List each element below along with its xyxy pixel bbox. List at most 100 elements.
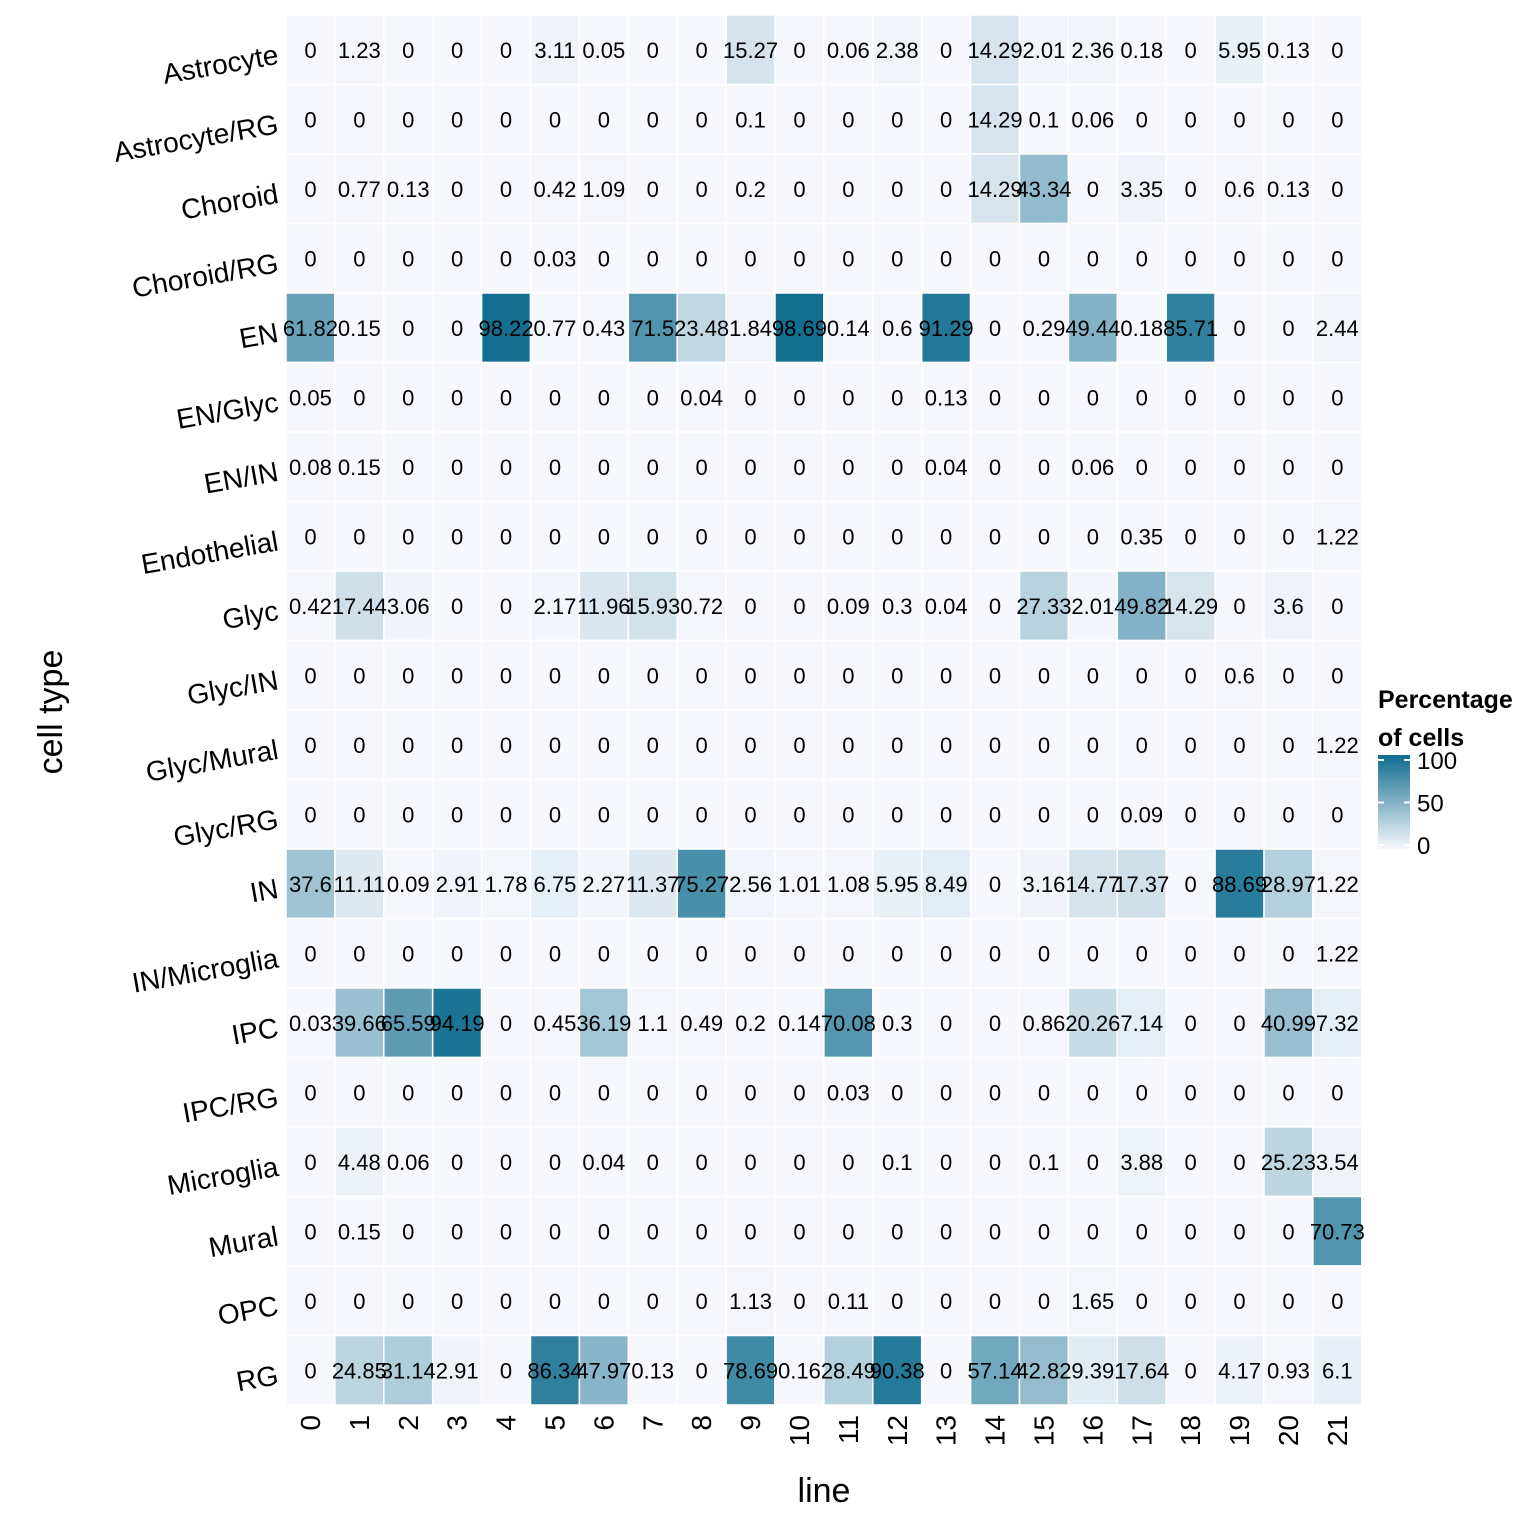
- heatmap-cell: [774, 361, 825, 433]
- cell-value-label: 0: [353, 802, 365, 827]
- cell-value-label: 0: [1185, 38, 1197, 63]
- heatmap-cell: [1312, 361, 1363, 433]
- cell-value-label: 0: [989, 1080, 1001, 1105]
- heatmap-cell: [285, 222, 336, 294]
- cell-value-label: 0: [1331, 38, 1343, 63]
- cell-value-label: 0: [1185, 733, 1197, 758]
- cell-value-label: 0: [793, 941, 805, 966]
- cell-value-label: 0: [842, 385, 854, 410]
- cell-value-label: 8.49: [925, 872, 968, 897]
- cell-value-label: 36.19: [576, 1011, 631, 1036]
- heatmap-cell: [1214, 1265, 1265, 1337]
- cell-value-label: 0: [793, 594, 805, 619]
- cell-value-label: 0: [1233, 1011, 1245, 1036]
- cell-value-label: 0.1: [1029, 107, 1060, 132]
- heatmap-cell: [383, 500, 434, 572]
- cell-value-label: 0: [647, 246, 659, 271]
- cell-value-label: 0: [842, 802, 854, 827]
- heatmap-cell: [676, 153, 727, 225]
- heatmap-cell: [431, 639, 483, 711]
- cell-value-label: 0: [402, 38, 414, 63]
- cell-value-label: 0: [744, 1150, 756, 1175]
- cell-value-label: 86.34: [527, 1358, 582, 1383]
- cell-value-label: 0.11: [828, 1289, 869, 1314]
- cell-value-label: 0: [598, 246, 610, 271]
- heatmap-cell: [725, 292, 776, 364]
- heatmap-cell: [431, 778, 483, 850]
- heatmap-cell: [627, 14, 678, 86]
- heatmap-cell: [480, 361, 532, 433]
- x-tick-label: 15: [1028, 1415, 1059, 1446]
- heatmap-cell: [676, 292, 727, 364]
- cell-value-label: 0: [500, 1219, 512, 1244]
- cell-value-label: 25.23: [1261, 1150, 1316, 1175]
- heatmap-cell: [334, 917, 385, 989]
- heatmap-cell: [1165, 500, 1216, 572]
- cell-value-label: 0.45: [534, 1011, 577, 1036]
- heatmap-cell: [1214, 292, 1265, 364]
- heatmap-cell: [627, 778, 678, 850]
- cell-value-label: 0.18: [1120, 38, 1163, 63]
- heatmap-cell: [383, 292, 434, 364]
- heatmap-cell: [1214, 987, 1265, 1059]
- legend-tick-label: 50: [1417, 791, 1444, 818]
- cell-value-label: 0: [451, 107, 463, 132]
- x-tick-label: 6: [588, 1415, 619, 1431]
- cell-value-label: 0: [647, 802, 659, 827]
- cell-value-label: 0: [451, 663, 463, 688]
- heatmap-cell: [1165, 917, 1216, 989]
- x-tick-label: 10: [784, 1415, 815, 1446]
- cell-value-label: 15.27: [723, 38, 778, 63]
- cell-value-label: 0: [353, 524, 365, 549]
- y-tick-label: Glyc/IN: [185, 664, 281, 710]
- heatmap-cell: [1214, 570, 1265, 642]
- cell-value-label: 0: [793, 1219, 805, 1244]
- heatmap-cell: [529, 1056, 581, 1128]
- heatmap-cell: [1214, 1334, 1265, 1406]
- cell-value-label: 0.86: [1023, 1011, 1066, 1036]
- heatmap-cell: [431, 1126, 483, 1198]
- cell-value-label: 0.03: [827, 1080, 870, 1105]
- heatmap-cell: [1214, 153, 1265, 225]
- heatmap-cell: [1214, 639, 1265, 711]
- cell-value-label: 0: [1282, 941, 1294, 966]
- cell-value-label: 0: [647, 385, 659, 410]
- cell-value-label: 0: [940, 941, 952, 966]
- cell-value-label: 0: [793, 177, 805, 202]
- cell-value-label: 0: [842, 455, 854, 480]
- cell-value-label: 0: [353, 246, 365, 271]
- cell-value-label: 0: [696, 107, 708, 132]
- cell-value-label: 0.15: [338, 316, 381, 341]
- heatmap-cell: [920, 917, 972, 989]
- heatmap-cell: [823, 570, 874, 642]
- heatmap-cell: [1312, 1265, 1363, 1337]
- y-tick-label: IPC: [229, 1012, 280, 1051]
- y-tick-label: Astrocyte: [160, 39, 280, 90]
- cell-value-label: 0.1: [735, 107, 766, 132]
- cell-value-label: 17.64: [1114, 1358, 1169, 1383]
- heatmap-cell: [725, 14, 776, 86]
- heatmap-cell: [774, 222, 825, 294]
- cell-value-label: 2.27: [582, 872, 625, 897]
- cell-value-label: 0.3: [882, 594, 913, 619]
- cell-value-label: 0: [1282, 385, 1294, 410]
- x-tick-label: 17: [1126, 1415, 1157, 1446]
- heatmap-cell: [774, 1334, 825, 1406]
- heatmap-cell: [431, 1265, 483, 1337]
- heatmap-cell: [1214, 83, 1265, 155]
- cell-value-label: 17.44: [332, 594, 387, 619]
- cell-value-label: 0: [891, 455, 903, 480]
- heatmap-cell: [480, 1265, 532, 1337]
- cell-value-label: 0.77: [534, 316, 577, 341]
- y-axis-title: cell type: [32, 650, 70, 775]
- cell-value-label: 0: [744, 663, 756, 688]
- cell-value-label: 0: [500, 177, 512, 202]
- cell-value-label: 0: [696, 663, 708, 688]
- heatmap-cell: [1312, 83, 1363, 155]
- cell-value-label: 39.66: [332, 1011, 387, 1036]
- cell-value-label: 2.38: [876, 38, 919, 63]
- y-tick-label: EN/Glyc: [174, 386, 281, 434]
- cell-value-label: 0: [891, 1219, 903, 1244]
- cell-value-label: 6.75: [534, 872, 577, 897]
- cell-value-label: 0: [549, 1219, 561, 1244]
